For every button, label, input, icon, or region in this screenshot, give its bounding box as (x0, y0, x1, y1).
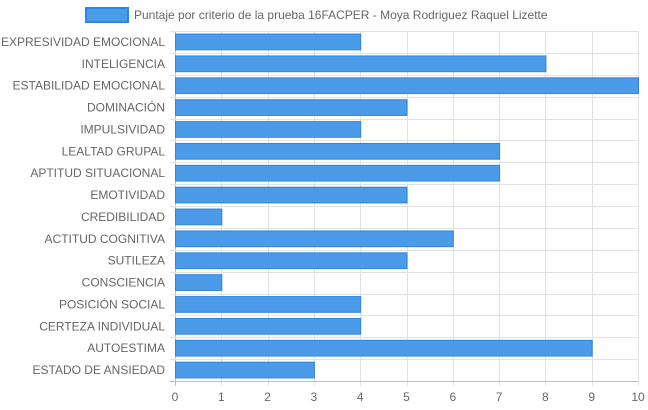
bar[interactable] (175, 77, 639, 95)
x-tick-label: 0 (172, 390, 179, 404)
x-tick-label: 9 (588, 390, 595, 404)
category-label: CONSCIENCIA (82, 276, 165, 290)
bar[interactable] (175, 99, 408, 116)
x-tick-label: 3 (311, 390, 318, 404)
bar[interactable] (175, 121, 362, 138)
category-label: EXPRESIVIDAD EMOCIONAL (1, 35, 165, 49)
category-label: APTITUD SITUACIONAL (30, 166, 165, 180)
category-label: IMPULSIVIDAD (80, 122, 165, 136)
category-label: SUTILEZA (108, 254, 165, 268)
bar[interactable] (175, 361, 315, 379)
category-label: LEALTAD GRUPAL (62, 144, 166, 158)
x-tick-label: 1 (218, 390, 225, 404)
category-labels: EXPRESIVIDAD EMOCIONAL INTELIGENCIA ESTABI… (1, 35, 165, 377)
legend: Puntaje por criterio de la prueba 16FACP… (85, 7, 548, 23)
category-label: AUTOESTIMA (87, 341, 165, 355)
category-label: ESTABILIDAD EMOCIONAL (13, 79, 166, 93)
x-tick-label: 2 (264, 390, 271, 404)
bar[interactable] (175, 164, 501, 182)
bar[interactable] (175, 55, 547, 73)
bar[interactable] (175, 317, 362, 335)
tick-labels: 0 1 2 3 4 5 6 7 8 9 10 (172, 390, 645, 404)
x-tick-label: 10 (631, 390, 645, 404)
category-label: CERTEZA INDIVIDUAL (39, 319, 165, 333)
x-tick-label: 8 (542, 390, 549, 404)
category-label: INTELIGENCIA (82, 57, 165, 71)
bar[interactable] (175, 252, 408, 270)
bar[interactable] (175, 339, 593, 357)
category-label: CREDIBILIDAD (81, 210, 165, 224)
x-tick-label: 7 (496, 390, 503, 404)
category-label: ACTITUD COGNITIVA (45, 232, 165, 246)
x-tick-label: 5 (403, 390, 410, 404)
category-label: DOMINACIÓN (87, 100, 165, 115)
bar[interactable] (175, 208, 223, 226)
bar[interactable] (175, 230, 454, 248)
x-tick-label: 6 (449, 390, 456, 404)
bar[interactable] (175, 33, 362, 51)
category-label: EMOTIVIDAD (90, 188, 165, 202)
bar[interactable] (175, 142, 501, 160)
bars (175, 33, 639, 379)
category-label: POSICIÓN SOCIAL (59, 296, 165, 311)
bar[interactable] (175, 274, 223, 291)
legend-label: Puntaje por criterio de la prueba 16FACP… (134, 8, 548, 22)
x-tick-label: 4 (357, 390, 364, 404)
legend-swatch (85, 7, 129, 23)
category-label: ESTADO DE ANSIEDAD (33, 363, 166, 377)
bar[interactable] (175, 186, 408, 204)
bar[interactable] (175, 296, 362, 313)
